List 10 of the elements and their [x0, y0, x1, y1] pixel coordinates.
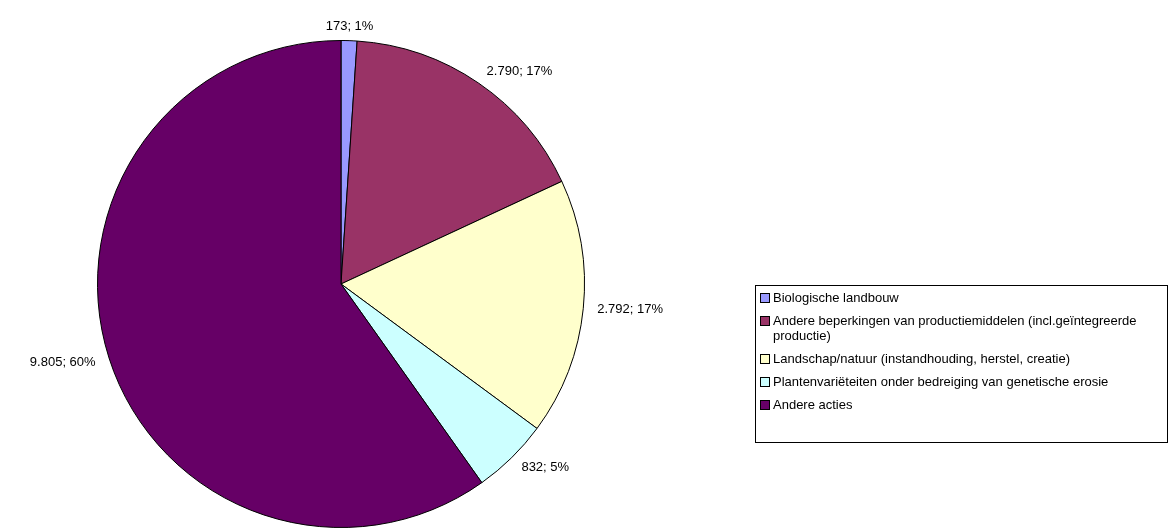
data-label: 832; 5% — [521, 459, 570, 475]
data-label: 2.792; 17% — [597, 301, 664, 317]
legend-label: Andere beperkingen van productiemiddelen (incl.geïntegreerde productie) — [773, 313, 1138, 343]
data-label: 173; 1% — [325, 18, 374, 34]
legend-label: Plantenvariëteiten onder bedreiging van genetische erosie — [773, 374, 1109, 389]
data-label: 9.805; 60% — [29, 353, 97, 369]
legend-label: Biologische landbouw — [773, 290, 899, 305]
legend-label: Landschap/natuur (instandhouding, herstel, creatie) — [773, 351, 1071, 366]
legend-label: Andere acties — [773, 397, 853, 412]
data-label: 2.790; 17% — [486, 63, 553, 79]
